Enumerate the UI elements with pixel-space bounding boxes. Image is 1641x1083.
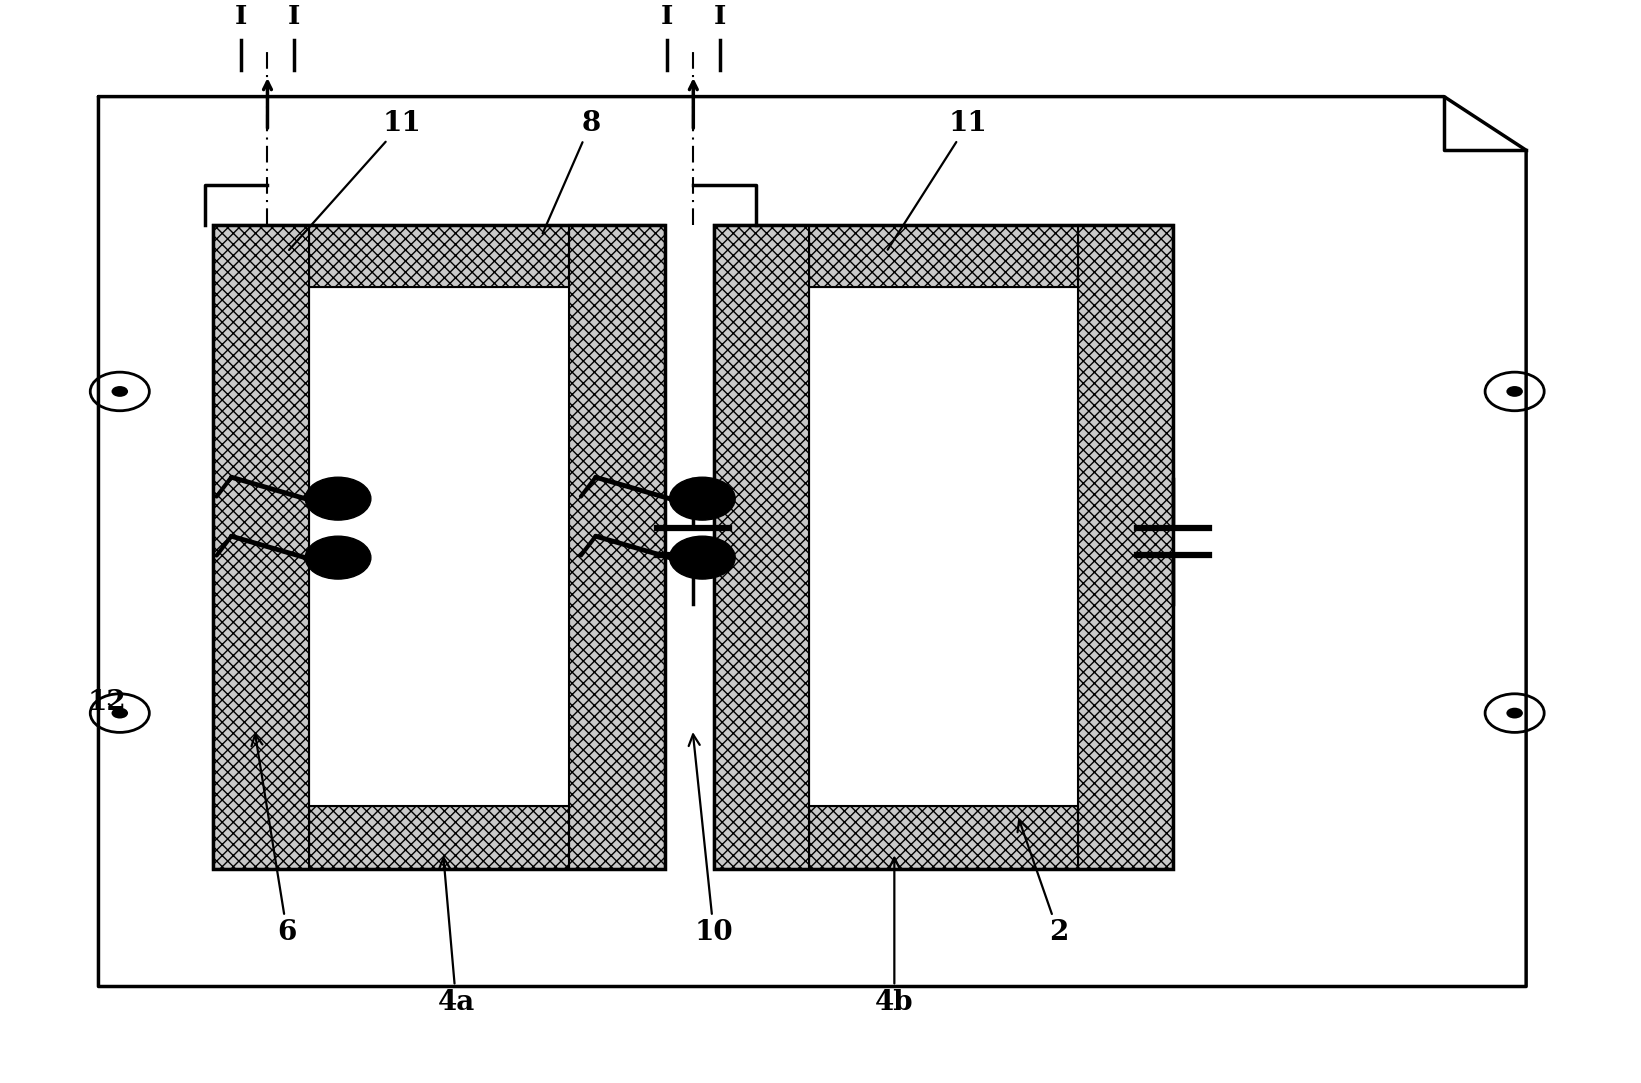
Circle shape: [1506, 707, 1523, 718]
Bar: [714, 807, 1173, 869]
Text: 6: 6: [251, 734, 297, 947]
Circle shape: [112, 386, 128, 396]
Text: 11: 11: [888, 109, 988, 250]
Bar: [569, 225, 665, 869]
Bar: [213, 225, 309, 869]
Bar: [714, 225, 1173, 287]
Text: 4a: 4a: [438, 858, 474, 1016]
Bar: [1078, 225, 1173, 869]
Text: 8: 8: [543, 109, 601, 234]
Circle shape: [670, 478, 735, 520]
Bar: [213, 225, 665, 287]
Text: I: I: [661, 4, 673, 29]
Text: I: I: [235, 4, 248, 29]
Circle shape: [1506, 386, 1523, 396]
Circle shape: [670, 536, 735, 579]
Circle shape: [112, 707, 128, 718]
Bar: [714, 807, 1173, 869]
Text: 4b: 4b: [875, 858, 914, 1016]
Bar: [213, 225, 665, 287]
Circle shape: [305, 536, 371, 579]
Circle shape: [305, 478, 371, 520]
Text: I: I: [714, 4, 725, 29]
Bar: [213, 225, 309, 869]
Bar: [714, 225, 809, 869]
Bar: [714, 225, 809, 869]
Bar: [714, 225, 1173, 869]
Text: 10: 10: [689, 734, 734, 947]
Bar: [213, 807, 665, 869]
Text: 11: 11: [289, 109, 422, 250]
Text: I: I: [287, 4, 300, 29]
Bar: [1078, 225, 1173, 869]
Text: 12: 12: [87, 689, 126, 716]
Bar: [213, 807, 665, 869]
Bar: [213, 225, 665, 869]
Bar: [569, 225, 665, 869]
Bar: [714, 225, 1173, 287]
Text: 2: 2: [1017, 820, 1068, 947]
